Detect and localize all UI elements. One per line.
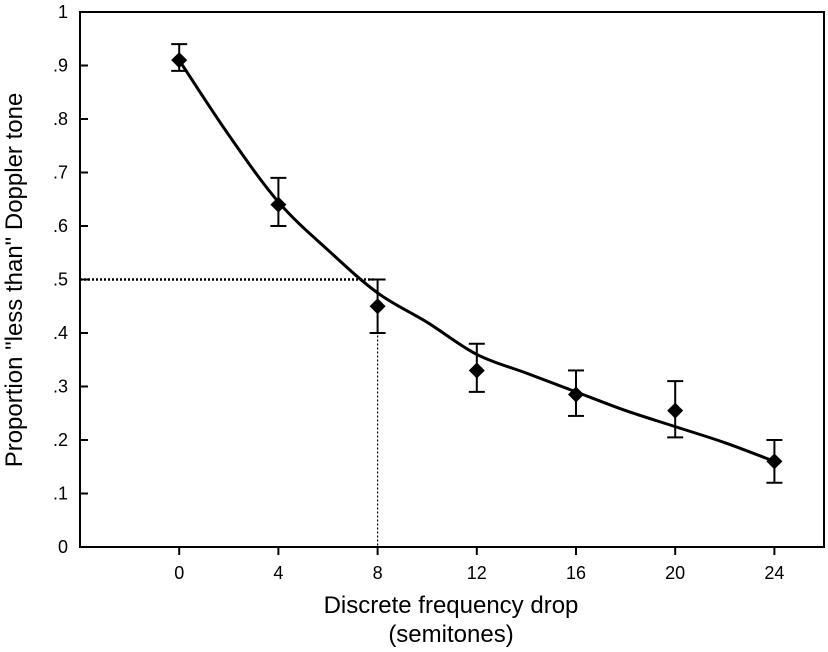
- y-tick-label: .5: [53, 270, 68, 290]
- x-tick-label: 4: [273, 563, 283, 583]
- data-point-marker: [667, 402, 684, 419]
- x-axis-title-line1: Discrete frequency drop: [324, 592, 579, 619]
- data-point-group: [369, 278, 386, 334]
- y-tick-label: .8: [53, 109, 68, 129]
- y-tick-label: .7: [53, 163, 68, 183]
- x-axis-ticks: 0 4 8 12 16 20 24: [174, 547, 784, 583]
- y-axis-ticks: 0 .1 .2 .3 .4 .5 .6 .7 .8 .9 1: [53, 2, 88, 557]
- y-tick-label: .6: [53, 216, 68, 236]
- data-points-layer: [171, 43, 783, 484]
- y-tick-label: .4: [53, 323, 68, 343]
- data-point-marker: [270, 196, 287, 213]
- data-point-marker: [468, 362, 485, 379]
- x-tick-label: 20: [665, 563, 685, 583]
- x-tick-label: 12: [467, 563, 487, 583]
- x-tick-label: 8: [373, 563, 383, 583]
- data-point-group: [766, 439, 783, 484]
- x-tick-label: 16: [566, 563, 586, 583]
- data-point-marker: [171, 52, 188, 69]
- x-tick-label: 24: [764, 563, 784, 583]
- data-point-marker: [766, 453, 783, 470]
- y-tick-label: 1: [58, 2, 68, 22]
- y-axis-title: Proportion "less than" Doppler tone: [1, 93, 28, 468]
- data-point-group: [568, 369, 584, 417]
- fit-curve: [177, 59, 775, 463]
- fit-curve-layer: [177, 59, 775, 463]
- y-tick-label: .3: [53, 377, 68, 397]
- data-point-marker: [369, 298, 386, 315]
- y-tick-label: .1: [53, 484, 68, 504]
- data-point-group: [171, 43, 188, 72]
- threshold-guides: [80, 278, 379, 547]
- x-axis-title-line2: (semitones): [388, 621, 513, 648]
- y-tick-label: .2: [53, 430, 68, 450]
- plot-frame: [79, 11, 825, 548]
- y-tick-label: .9: [53, 56, 68, 76]
- data-point-marker: [568, 386, 584, 403]
- x-tick-label: 0: [174, 563, 184, 583]
- data-point-group: [270, 176, 287, 227]
- data-point-group: [667, 380, 684, 439]
- data-point-group: [468, 342, 485, 393]
- y-tick-label: 0: [58, 537, 68, 557]
